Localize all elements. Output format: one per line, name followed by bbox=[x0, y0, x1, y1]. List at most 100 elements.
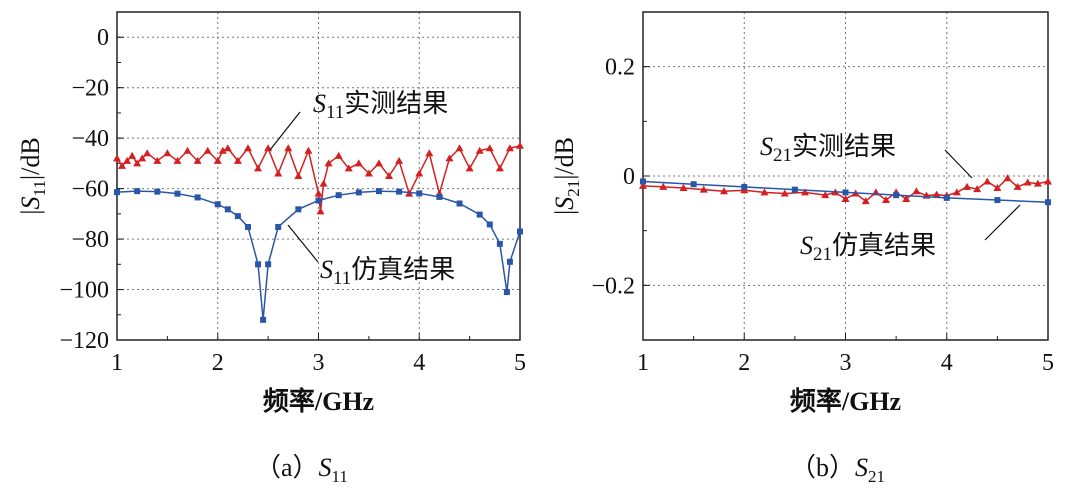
data-point-square bbox=[436, 193, 443, 200]
data-point-square bbox=[260, 316, 267, 323]
data-point-triangle bbox=[233, 156, 242, 164]
data-point-triangle bbox=[153, 156, 162, 164]
data-point-triangle bbox=[882, 196, 890, 204]
data-point-triangle bbox=[475, 146, 484, 154]
data-point-triangle bbox=[143, 149, 152, 157]
data-point-triangle bbox=[274, 169, 283, 177]
data-point-triangle bbox=[254, 164, 263, 172]
data-point-triangle bbox=[193, 156, 202, 164]
data-point-triangle bbox=[1013, 182, 1022, 190]
data-point-square bbox=[456, 200, 463, 207]
y-axis-label: |S21|/dB bbox=[550, 137, 583, 215]
data-point-square bbox=[275, 223, 282, 230]
data-point-triangle bbox=[993, 184, 1002, 192]
y-tick-label: 0 bbox=[623, 164, 635, 190]
data-point-triangle bbox=[264, 144, 273, 152]
data-point-square bbox=[690, 181, 697, 188]
data-point-square bbox=[265, 261, 272, 268]
data-point-triangle bbox=[659, 182, 668, 190]
label-post: |/dB bbox=[16, 137, 45, 180]
label-subscript: 21 bbox=[868, 467, 885, 486]
data-point-square bbox=[224, 206, 231, 213]
data-point-square bbox=[791, 186, 798, 193]
label-subscript: 21 bbox=[813, 244, 832, 265]
label-main: S bbox=[16, 196, 45, 209]
data-point-triangle bbox=[932, 190, 941, 198]
data-point-triangle bbox=[639, 181, 647, 189]
data-point-triangle bbox=[203, 146, 212, 154]
data-point-triangle bbox=[304, 146, 313, 154]
data-point-triangle bbox=[118, 161, 127, 169]
data-point-triangle bbox=[213, 156, 222, 164]
data-point-triangle bbox=[952, 188, 961, 196]
y-tick-label: −60 bbox=[71, 177, 109, 203]
data-point-triangle bbox=[324, 159, 333, 167]
data-point-square bbox=[214, 201, 221, 208]
data-point-square bbox=[375, 188, 382, 195]
data-point-square bbox=[486, 221, 493, 228]
data-point-triangle bbox=[720, 187, 728, 195]
data-point-square bbox=[506, 258, 513, 265]
caption-prefix: （b） bbox=[790, 453, 855, 482]
data-point-triangle bbox=[445, 154, 454, 162]
data-point-triangle bbox=[1033, 179, 1042, 187]
y-tick-label: 0.2 bbox=[605, 55, 635, 81]
label-main: S bbox=[319, 453, 332, 482]
data-point-triangle bbox=[163, 149, 172, 157]
x-tick-label: 4 bbox=[413, 350, 425, 376]
data-point-triangle bbox=[364, 169, 373, 177]
x-tick-label: 3 bbox=[313, 350, 325, 376]
label-post: 实测结果 bbox=[792, 132, 896, 161]
data-point-square bbox=[355, 189, 362, 196]
annotation-leader-line bbox=[269, 111, 301, 151]
annotation-leader-line bbox=[944, 149, 973, 179]
series-annotation: S21仿真结果 bbox=[800, 231, 936, 265]
chart-caption: （b）S21 bbox=[790, 453, 885, 486]
data-point-square bbox=[194, 194, 201, 201]
chart-panel-1: 1 2 3 4 50.20−0.2频率/GHz|S21|/dB（b）S21S21实测结果… bbox=[550, 11, 1054, 486]
label-post: |/dB bbox=[550, 137, 579, 180]
data-point-square bbox=[295, 206, 302, 213]
data-point-triangle bbox=[1044, 177, 1052, 185]
series-line-0 bbox=[642, 177, 1049, 203]
data-point-triangle bbox=[113, 154, 121, 162]
caption-prefix: （a） bbox=[255, 453, 319, 482]
data-point-square bbox=[396, 188, 403, 195]
data-point-square bbox=[335, 192, 342, 199]
label-post: 仿真结果 bbox=[832, 231, 936, 260]
label-pre: | bbox=[16, 209, 45, 214]
label-subscript: 11 bbox=[30, 180, 49, 196]
label-main: S bbox=[550, 197, 579, 210]
data-point-square bbox=[114, 189, 120, 196]
x-tick-label: 2 bbox=[738, 350, 750, 376]
data-point-square bbox=[416, 190, 423, 197]
y-tick-label: −120 bbox=[59, 328, 109, 354]
data-point-triangle bbox=[415, 169, 424, 177]
label-subscript: 21 bbox=[773, 145, 792, 166]
data-point-triangle bbox=[679, 184, 688, 192]
data-point-square bbox=[517, 228, 523, 235]
data-point-triangle bbox=[902, 194, 911, 202]
y-tick-label: −0.2 bbox=[591, 273, 635, 299]
data-point-triangle bbox=[505, 144, 514, 152]
data-point-triangle bbox=[861, 197, 870, 205]
label-main: S bbox=[313, 89, 326, 118]
data-point-square bbox=[315, 197, 322, 204]
data-point-triangle bbox=[425, 149, 434, 157]
data-point-triangle bbox=[223, 144, 232, 152]
series-annotation: S11实测结果 bbox=[313, 89, 448, 123]
label-pre: | bbox=[550, 210, 579, 215]
data-point-triangle bbox=[284, 144, 293, 152]
y-axis-label: |S11|/dB bbox=[16, 137, 49, 214]
data-point-square bbox=[994, 197, 1001, 204]
data-point-triangle bbox=[760, 188, 769, 196]
label-subscript: 11 bbox=[332, 467, 348, 486]
label-post: 实测结果 bbox=[344, 89, 448, 118]
chart-panel-0: 1 2 3 4 50−20−40−60−80−100−120频率/GHz|S11|/dB… bbox=[16, 11, 526, 486]
x-tick-label: 4 bbox=[941, 350, 953, 376]
data-point-triangle bbox=[123, 156, 132, 164]
x-axis-label: 频率/GHz bbox=[790, 386, 901, 416]
data-point-square bbox=[943, 194, 950, 201]
x-tick-label: 5 bbox=[1042, 350, 1054, 376]
